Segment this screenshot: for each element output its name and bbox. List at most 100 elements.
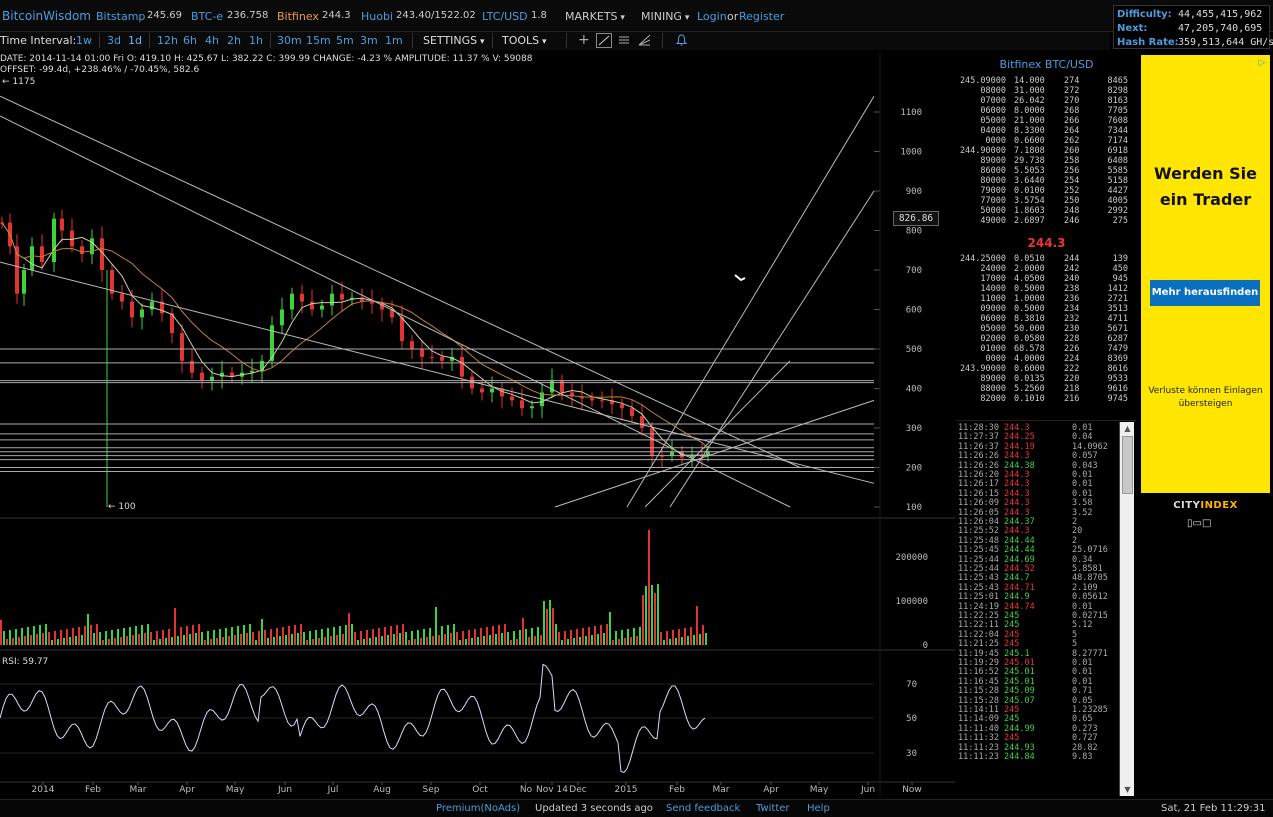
trade-time: 11:25:43: [958, 573, 999, 584]
price-chart-area[interactable]: 1100 1000 900 800 700 600 500 400 300 200 100 20000…: [0, 52, 955, 797]
bid-row[interactable]: 11000 1.0000 236 2721: [956, 294, 1137, 304]
trade-amount: 2.109: [1072, 582, 1098, 593]
bid-row[interactable]: 82000 0.1010 216 9745: [956, 394, 1137, 404]
settings-menu[interactable]: SETTINGS: [423, 34, 485, 47]
interval-2h[interactable]: 2h: [227, 34, 241, 47]
ask-row[interactable]: 49000 2.6897 246 275: [956, 216, 1137, 226]
ask-price: 49000: [980, 216, 1006, 226]
exchange-bitstamp-link[interactable]: Bitstamp: [96, 10, 146, 23]
interval-1d[interactable]: 1d: [128, 34, 142, 47]
volume-bar: [483, 636, 485, 645]
bid-row[interactable]: 06000 8.3810 232 4711: [956, 314, 1137, 324]
bid-row[interactable]: 05000 50.000 230 5671: [956, 324, 1137, 334]
bid-row[interactable]: 89000 0.0135 220 9533: [956, 374, 1137, 384]
candle-body: [180, 333, 184, 361]
interval-1h[interactable]: 1h: [249, 34, 263, 47]
bid-row[interactable]: 14000 0.5000 238 1412: [956, 284, 1137, 294]
trades-scrollbar[interactable]: ▲ ▼: [1119, 422, 1134, 796]
trade-time: 11:26:26: [958, 451, 999, 462]
ad-cta-button[interactable]: Mehr herausfinden: [1150, 280, 1260, 306]
register-link[interactable]: Register: [739, 10, 785, 23]
twitter-link[interactable]: Twitter: [756, 803, 790, 814]
interval-1m[interactable]: 1m: [385, 34, 403, 47]
bid-row[interactable]: 09000 0.5000 234 3513: [956, 304, 1137, 314]
ad-brand-logo[interactable]: CITYINDEX: [1141, 500, 1270, 511]
ad-info-icon[interactable]: ▷: [1258, 58, 1266, 68]
trade-price: 244.3: [1004, 498, 1030, 509]
scroll-up-arrow-icon[interactable]: ▲: [1124, 424, 1131, 433]
ask-n: 266: [1064, 116, 1080, 126]
ask-row[interactable]: 79000 0.0100 252 4427: [956, 186, 1137, 196]
volume-bar: [366, 630, 368, 645]
bid-n: 228: [1064, 334, 1080, 344]
brand-logo[interactable]: BitcoinWisdom: [2, 9, 91, 23]
interval-3m[interactable]: 3m: [360, 34, 378, 47]
scroll-down-arrow-icon[interactable]: ▼: [1124, 785, 1131, 794]
bid-row[interactable]: 88000 5.2560 218 9616: [956, 384, 1137, 394]
interval-3d[interactable]: 3d: [107, 34, 121, 47]
alert-bell-icon[interactable]: [675, 34, 688, 49]
bid-row[interactable]: 244.25000 0.0510 244 139: [956, 254, 1137, 264]
ask-row[interactable]: 80000 3.6440 254 5158: [956, 176, 1137, 186]
volume-bar: [630, 637, 632, 645]
bid-row[interactable]: 01000 68.578 226 7479: [956, 344, 1137, 354]
ask-row[interactable]: 50000 1.8603 248 2992: [956, 206, 1137, 216]
bid-row[interactable]: 24000 2.0000 242 450: [956, 264, 1137, 274]
fibonacci-fan-icon[interactable]: [638, 34, 651, 49]
ask-row[interactable]: 0000 0.6600 262 7174: [956, 136, 1137, 146]
interval-1w[interactable]: 1w: [76, 34, 92, 47]
exchange-btce-link[interactable]: BTC-e: [191, 10, 224, 23]
exchange-ltcusd-link[interactable]: LTC/USD: [482, 10, 528, 23]
horizontal-lines-icon[interactable]: [618, 34, 630, 49]
advertisement-banner[interactable]: ▷ Werden Sie ein Trader Mehr herausfinde…: [1141, 55, 1270, 493]
trendline-tool-icon[interactable]: [596, 33, 612, 48]
interval-30m[interactable]: 30m: [277, 34, 302, 47]
ask-row[interactable]: 07000 26.042 270 8163: [956, 96, 1137, 106]
ask-row[interactable]: 86000 5.5053 256 5585: [956, 166, 1137, 176]
time-axis-label: Mar: [713, 785, 730, 795]
trade-time: 11:19:45: [958, 648, 999, 659]
volume-bar: [660, 632, 662, 645]
mining-menu[interactable]: MINING: [641, 10, 689, 23]
ask-row[interactable]: 05000 21.000 266 7608: [956, 116, 1137, 126]
recent-trades-list[interactable]: 11:28:30 244.3 0.01 11:27:37 244.25 0.04 11:26…: [956, 420, 1136, 796]
help-link[interactable]: Help: [807, 803, 830, 814]
candlestick-chart[interactable]: 1100100090080070060050040030020010020000…: [0, 52, 955, 797]
interval-4h[interactable]: 4h: [205, 34, 219, 47]
ask-amount: 2.6897: [1014, 216, 1045, 226]
login-link[interactable]: Login: [697, 10, 727, 23]
exchange-bitfinex-link[interactable]: Bitfinex: [277, 10, 319, 23]
ask-amount: 7.1808: [1014, 146, 1045, 156]
candle-body: [610, 400, 614, 405]
volume-bar: [180, 627, 182, 645]
interval-15m[interactable]: 15m: [306, 34, 331, 47]
interval-6h[interactable]: 6h: [183, 34, 197, 47]
volume-bar: [204, 640, 206, 645]
trade-amount: 0.727: [1072, 733, 1098, 744]
markets-menu[interactable]: MARKETS: [565, 10, 625, 23]
send-feedback-link[interactable]: Send feedback: [666, 803, 741, 814]
exchange-huobi-link[interactable]: Huobi: [361, 10, 394, 23]
premium-link[interactable]: Premium(NoAds): [436, 803, 521, 814]
ask-row[interactable]: 04000 8.3300 264 7344: [956, 126, 1137, 136]
bid-row[interactable]: 17000 4.0500 240 945: [956, 274, 1137, 284]
ask-n: 268: [1064, 106, 1080, 116]
ad-brand-part1: CITY: [1173, 500, 1201, 511]
ask-row[interactable]: 245.09000 14.000 274 8465: [956, 76, 1137, 86]
trade-price: 244.3: [1004, 488, 1030, 499]
bid-row[interactable]: 02000 0.0580 228 6287: [956, 334, 1137, 344]
scroll-thumb[interactable]: [1122, 436, 1133, 494]
ask-row[interactable]: 244.90000 7.1808 260 6918: [956, 146, 1137, 156]
bid-row[interactable]: 0000 4.0000 224 8369: [956, 354, 1137, 364]
ask-row[interactable]: 06000 8.0000 268 7705: [956, 106, 1137, 116]
tools-menu[interactable]: TOOLS: [502, 34, 547, 47]
candle-body: [400, 317, 404, 342]
interval-12h[interactable]: 12h: [157, 34, 178, 47]
ask-row[interactable]: 89000 29.738 258 6408: [956, 156, 1137, 166]
ask-row[interactable]: 77000 3.5754 250 4005: [956, 196, 1137, 206]
last-price: 244.3: [1027, 236, 1066, 250]
interval-5m[interactable]: 5m: [336, 34, 354, 47]
ask-row[interactable]: 08000 31.000 272 8298: [956, 86, 1137, 96]
bid-row[interactable]: 243.90000 0.6000 222 8616: [956, 364, 1137, 374]
crosshair-icon[interactable]: +: [578, 32, 590, 48]
